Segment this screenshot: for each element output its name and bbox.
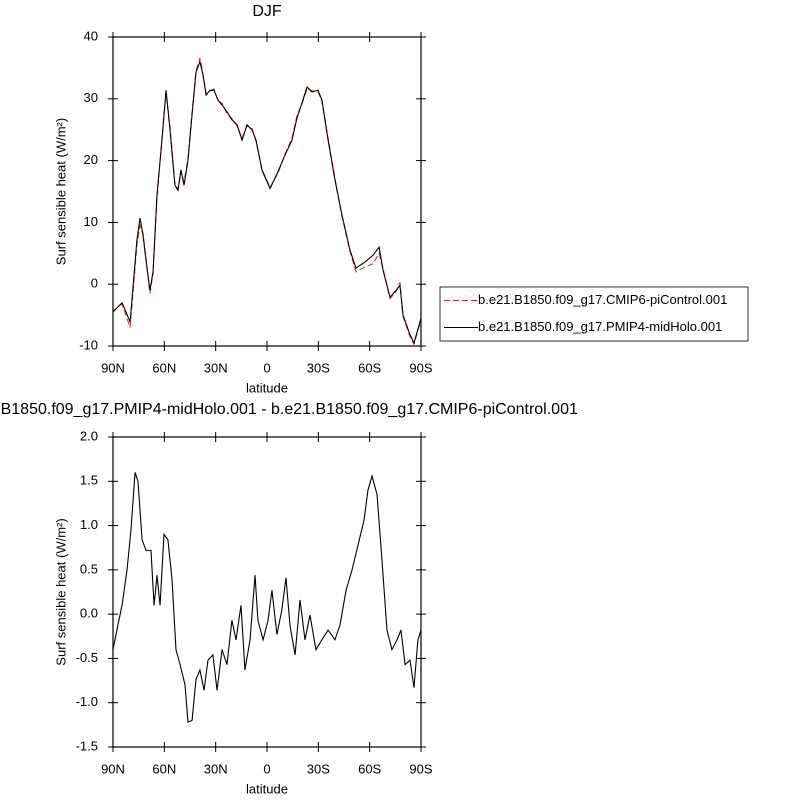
y-tick-label: -1.5 — [76, 738, 98, 753]
data-line — [112, 57, 422, 346]
y-tick-label: -10 — [79, 337, 98, 352]
legend-label: b.e21.B1850.f09_g17.PMIP4-midHolo.001 — [478, 319, 722, 334]
x-tick-label: 60S — [358, 761, 381, 776]
x-tick-label: 60N — [152, 761, 176, 776]
y-tick-label: -1.0 — [76, 694, 98, 709]
y-axis-label: Surf sensible heat (W/m²) — [53, 118, 68, 265]
data-line — [112, 59, 422, 345]
y-tick-label: -0.5 — [76, 650, 98, 665]
y-tick-label: 1.0 — [80, 517, 98, 532]
chart-title: DJF — [252, 3, 282, 20]
x-tick-label: 30S — [307, 761, 330, 776]
x-tick-label: 30N — [204, 360, 228, 375]
x-tick-label: 90N — [101, 761, 125, 776]
y-tick-label: 0 — [91, 276, 98, 291]
x-tick-label: 90N — [101, 360, 125, 375]
plot-frame — [112, 436, 422, 748]
y-axis-label: Surf sensible heat (W/m²) — [53, 518, 68, 665]
data-line — [112, 472, 422, 724]
y-tick-label: 2.0 — [80, 428, 98, 443]
y-tick-label: 30 — [84, 90, 98, 105]
x-tick-label: 90S — [409, 360, 432, 375]
plot-frame — [112, 36, 422, 347]
x-axis-label: latitude — [246, 781, 288, 796]
x-tick-label: 0 — [263, 761, 270, 776]
x-tick-label: 30S — [307, 360, 330, 375]
y-tick-label: 1.5 — [80, 473, 98, 488]
x-axis-label: latitude — [246, 380, 288, 395]
x-tick-label: 60N — [152, 360, 176, 375]
y-tick-label: 20 — [84, 152, 98, 167]
x-tick-label: 0 — [263, 360, 270, 375]
x-tick-label: 90S — [409, 761, 432, 776]
chart-title: b.e21.B1850.f09_g17.PMIP4-midHolo.001 - … — [0, 401, 578, 418]
y-tick-label: 40 — [84, 28, 98, 43]
x-tick-label: 30N — [204, 761, 228, 776]
y-tick-label: 0.0 — [80, 606, 98, 621]
y-tick-label: 10 — [84, 214, 98, 229]
legend-label: b.e21.B1850.f09_g17.CMIP6-piControl.001 — [478, 292, 727, 307]
legend-box — [439, 286, 749, 342]
y-tick-label: 0.5 — [80, 561, 98, 576]
x-tick-label: 60S — [358, 360, 381, 375]
